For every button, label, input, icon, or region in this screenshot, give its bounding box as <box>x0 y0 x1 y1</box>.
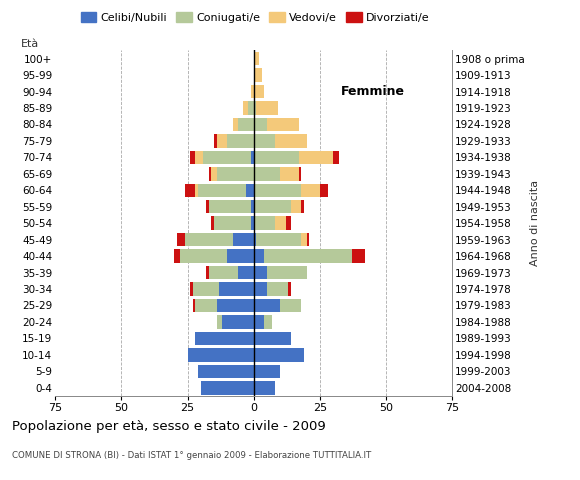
Bar <box>217 167 254 180</box>
Bar <box>267 118 299 131</box>
Bar <box>254 381 275 395</box>
Bar <box>254 365 280 378</box>
Bar <box>254 332 291 345</box>
Bar <box>217 299 254 312</box>
Bar <box>219 282 254 296</box>
Bar <box>177 233 185 246</box>
Bar <box>254 216 275 230</box>
Bar <box>214 134 217 148</box>
Bar <box>299 151 333 164</box>
Bar <box>222 315 254 329</box>
Legend: Celibi/Nubili, Coniugati/e, Vedovi/e, Divorziati/e: Celibi/Nubili, Coniugati/e, Vedovi/e, Di… <box>77 8 434 27</box>
Bar <box>264 315 272 329</box>
Bar <box>190 151 195 164</box>
Bar <box>217 134 227 148</box>
Bar <box>246 183 254 197</box>
Bar <box>238 118 254 131</box>
Bar <box>251 85 254 98</box>
Bar <box>217 315 222 329</box>
Bar <box>201 381 254 395</box>
Bar <box>291 200 302 214</box>
Text: Femmine: Femmine <box>341 85 405 98</box>
Bar <box>256 101 278 115</box>
Bar <box>195 183 198 197</box>
Bar <box>254 348 304 361</box>
Bar <box>299 167 302 180</box>
Bar <box>254 233 256 246</box>
Bar <box>254 52 259 65</box>
Bar <box>280 167 299 180</box>
Bar <box>302 233 307 246</box>
Bar <box>302 200 304 214</box>
Bar <box>254 101 256 115</box>
Bar <box>209 266 238 279</box>
Bar <box>254 315 264 329</box>
Bar <box>256 233 302 246</box>
Bar <box>285 216 291 230</box>
Bar <box>185 233 233 246</box>
Y-axis label: Anno di nascita: Anno di nascita <box>531 180 541 266</box>
Bar <box>238 266 254 279</box>
Bar <box>233 233 254 246</box>
Bar <box>204 151 251 164</box>
Bar <box>185 183 195 197</box>
Bar <box>288 282 291 296</box>
Bar <box>209 200 251 214</box>
Bar <box>267 266 307 279</box>
Bar <box>251 216 254 230</box>
Bar <box>180 250 227 263</box>
Bar <box>214 216 251 230</box>
Bar <box>243 101 248 115</box>
Bar <box>280 299 302 312</box>
Bar <box>254 250 264 263</box>
Bar <box>211 167 217 180</box>
Bar <box>190 282 193 296</box>
Bar <box>187 348 254 361</box>
Bar <box>195 332 254 345</box>
Bar <box>174 250 180 263</box>
Bar <box>333 151 339 164</box>
Bar <box>302 183 320 197</box>
Text: Età: Età <box>21 39 39 48</box>
Bar <box>195 299 217 312</box>
Bar <box>351 250 365 263</box>
Bar <box>254 85 264 98</box>
Bar <box>227 250 254 263</box>
Bar <box>227 134 254 148</box>
Bar <box>254 282 267 296</box>
Bar <box>193 299 195 312</box>
Bar <box>206 200 209 214</box>
Bar <box>233 118 238 131</box>
Bar <box>254 299 280 312</box>
Bar <box>251 200 254 214</box>
Bar <box>206 266 209 279</box>
Bar <box>307 233 309 246</box>
Bar <box>251 151 254 164</box>
Text: Popolazione per età, sesso e stato civile - 2009: Popolazione per età, sesso e stato civil… <box>12 420 325 433</box>
Bar <box>320 183 328 197</box>
Bar <box>254 183 302 197</box>
Bar <box>254 118 267 131</box>
Bar <box>198 365 254 378</box>
Text: COMUNE DI STRONA (BI) - Dati ISTAT 1° gennaio 2009 - Elaborazione TUTTITALIA.IT: COMUNE DI STRONA (BI) - Dati ISTAT 1° ge… <box>12 451 371 460</box>
Bar <box>267 282 288 296</box>
Bar <box>193 282 219 296</box>
Bar <box>248 101 254 115</box>
Bar <box>275 134 307 148</box>
Bar <box>198 183 246 197</box>
Bar <box>275 216 285 230</box>
Bar <box>195 151 204 164</box>
Bar <box>211 216 214 230</box>
Bar <box>254 167 280 180</box>
Bar <box>254 266 267 279</box>
Bar <box>254 68 262 82</box>
Bar <box>254 134 275 148</box>
Bar <box>264 250 351 263</box>
Bar <box>254 200 291 214</box>
Bar <box>254 151 299 164</box>
Bar <box>209 167 211 180</box>
